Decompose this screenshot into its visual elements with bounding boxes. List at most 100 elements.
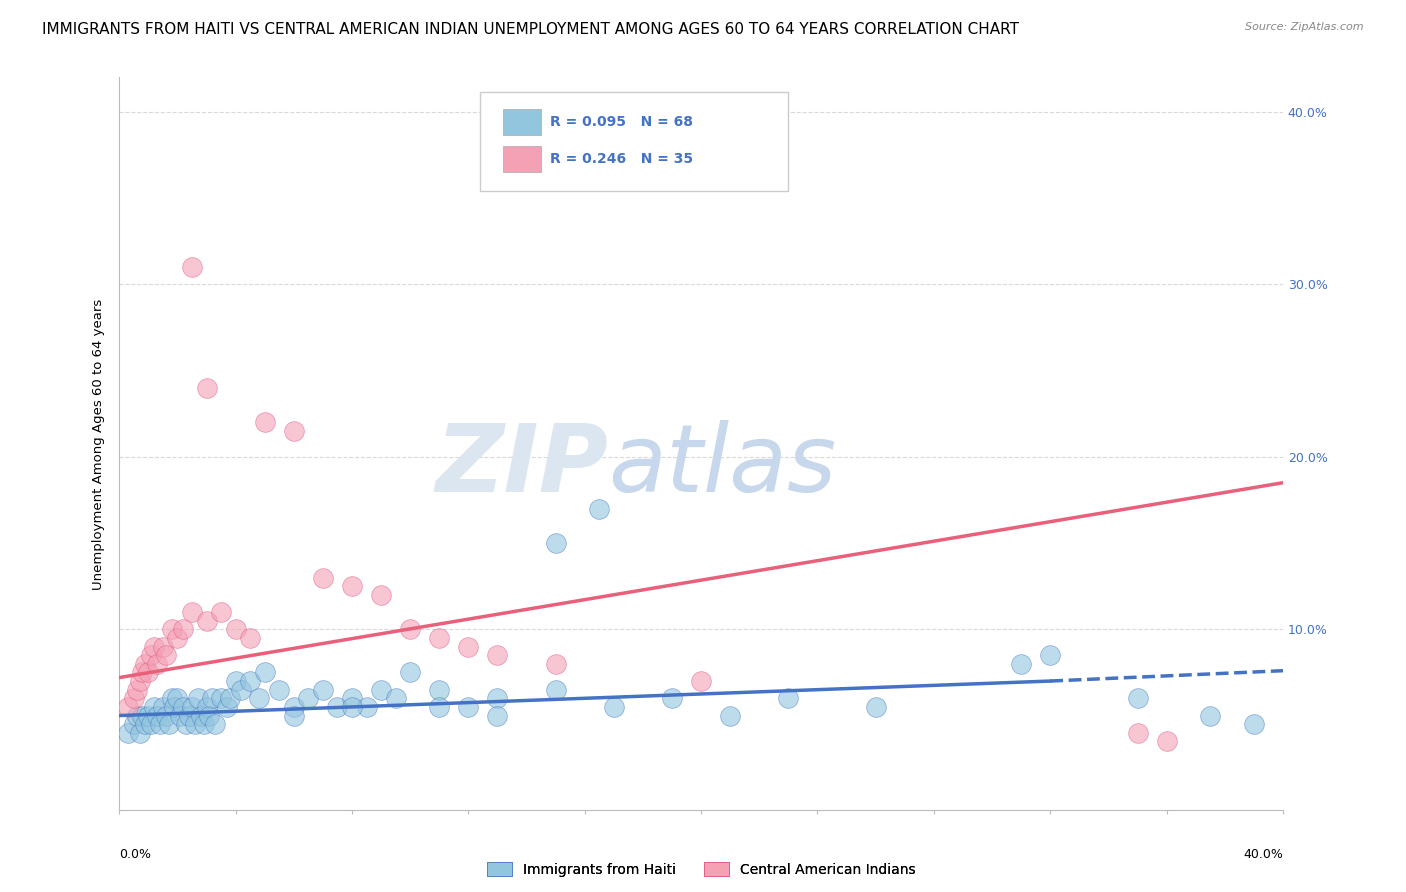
Text: 40.0%: 40.0% — [1243, 848, 1284, 861]
Point — [195, 381, 218, 395]
Point — [215, 700, 238, 714]
Point — [155, 708, 177, 723]
Text: 0.0%: 0.0% — [120, 848, 152, 861]
Point — [370, 682, 392, 697]
Point — [201, 691, 224, 706]
Point — [128, 674, 150, 689]
Point — [131, 665, 153, 680]
Point — [239, 674, 262, 689]
Point — [169, 708, 191, 723]
Point — [160, 691, 183, 706]
Point — [1126, 726, 1149, 740]
Point — [239, 631, 262, 645]
Point — [184, 717, 207, 731]
Point — [136, 665, 159, 680]
Point — [141, 717, 163, 731]
FancyBboxPatch shape — [503, 109, 540, 136]
Point — [160, 623, 183, 637]
Point — [152, 700, 174, 714]
Point — [778, 691, 800, 706]
Point — [340, 579, 363, 593]
Point — [195, 614, 218, 628]
Point — [253, 415, 276, 429]
Text: IMMIGRANTS FROM HAITI VS CENTRAL AMERICAN INDIAN UNEMPLOYMENT AMONG AGES 60 TO 6: IMMIGRANTS FROM HAITI VS CENTRAL AMERICA… — [42, 22, 1019, 37]
Point — [427, 631, 450, 645]
Point — [141, 648, 163, 663]
Point — [172, 623, 194, 637]
Point — [384, 691, 406, 706]
Point — [427, 700, 450, 714]
Point — [326, 700, 349, 714]
Point — [117, 726, 139, 740]
Point — [136, 708, 159, 723]
Point — [283, 424, 305, 438]
Point — [149, 717, 172, 731]
Point — [1243, 717, 1265, 731]
Point — [486, 708, 509, 723]
Point — [225, 674, 247, 689]
Point — [181, 260, 204, 274]
Point — [231, 682, 253, 697]
Point — [195, 700, 218, 714]
Point — [661, 691, 683, 706]
Point — [544, 536, 567, 550]
Point — [865, 700, 887, 714]
Text: Source: ZipAtlas.com: Source: ZipAtlas.com — [1246, 22, 1364, 32]
Point — [283, 708, 305, 723]
Point — [143, 700, 166, 714]
FancyBboxPatch shape — [503, 145, 540, 172]
Point — [718, 708, 741, 723]
Point — [134, 717, 156, 731]
Point — [174, 717, 197, 731]
Point — [588, 501, 610, 516]
Text: R = 0.246   N = 35: R = 0.246 N = 35 — [550, 152, 693, 166]
Point — [122, 691, 145, 706]
Point — [247, 691, 270, 706]
Point — [486, 648, 509, 663]
Point — [457, 700, 479, 714]
Point — [1199, 708, 1222, 723]
Point — [190, 708, 212, 723]
Point — [312, 682, 335, 697]
Point — [312, 571, 335, 585]
Point — [690, 674, 713, 689]
Point — [1156, 734, 1178, 748]
Point — [370, 588, 392, 602]
Point — [283, 700, 305, 714]
Point — [181, 605, 204, 619]
Point — [225, 623, 247, 637]
Point — [117, 700, 139, 714]
Point — [177, 708, 200, 723]
Point — [356, 700, 378, 714]
Point — [146, 708, 169, 723]
Point — [486, 691, 509, 706]
Point — [163, 700, 186, 714]
Point — [427, 682, 450, 697]
Point — [187, 691, 209, 706]
Point — [457, 640, 479, 654]
Point — [166, 691, 188, 706]
Point — [1010, 657, 1032, 671]
Point — [128, 726, 150, 740]
Text: R = 0.095   N = 68: R = 0.095 N = 68 — [550, 115, 693, 129]
Point — [399, 623, 422, 637]
Point — [172, 700, 194, 714]
Point — [122, 717, 145, 731]
Point — [209, 691, 232, 706]
Point — [603, 700, 626, 714]
Point — [544, 657, 567, 671]
FancyBboxPatch shape — [479, 92, 789, 191]
Point — [269, 682, 291, 697]
Point — [143, 640, 166, 654]
Point — [125, 708, 148, 723]
Point — [157, 717, 180, 731]
Text: ZIP: ZIP — [434, 420, 607, 512]
Point — [399, 665, 422, 680]
Point — [134, 657, 156, 671]
Point — [131, 708, 153, 723]
Point — [1039, 648, 1062, 663]
Point — [340, 700, 363, 714]
Y-axis label: Unemployment Among Ages 60 to 64 years: Unemployment Among Ages 60 to 64 years — [93, 298, 105, 590]
Point — [253, 665, 276, 680]
Point — [198, 708, 221, 723]
